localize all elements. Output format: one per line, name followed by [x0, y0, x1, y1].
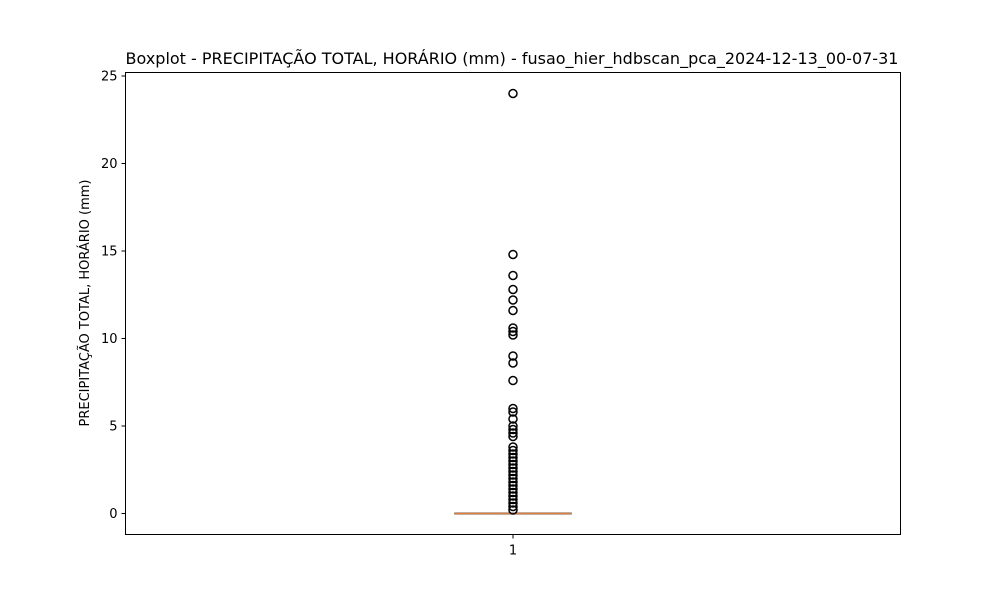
- y-tick-label: 20: [101, 157, 118, 172]
- outlier-point: [508, 470, 518, 480]
- outlier-point: [508, 452, 518, 463]
- outlier-point: [508, 295, 518, 305]
- outlier-point: [508, 424, 518, 435]
- plot-frame: [125, 72, 901, 535]
- outlier-point: [508, 358, 518, 368]
- x-tick-label: 1: [509, 544, 517, 559]
- outlier-point: [508, 351, 518, 361]
- outlier-point: [508, 491, 518, 501]
- x-axis-ticks: 1: [509, 534, 517, 559]
- outlier-point: [508, 456, 518, 466]
- outlier-point: [508, 414, 518, 424]
- y-tick-label: 5: [109, 420, 117, 435]
- outlier-point: [508, 445, 518, 456]
- outlier-point: [508, 494, 518, 505]
- outlier-point: [508, 323, 518, 333]
- y-axis-label: PRECIPITAÇÃO TOTAL, HORÁRIO (mm): [77, 180, 93, 427]
- outlier-point: [508, 403, 518, 414]
- outlier-point: [508, 284, 518, 295]
- outlier-point: [508, 501, 518, 512]
- outlier-point: [508, 505, 518, 515]
- outlier-point: [508, 466, 518, 477]
- outlier-point: [508, 480, 518, 491]
- outlier-point: [508, 270, 518, 281]
- outlier-point: [508, 305, 518, 316]
- outlier-point: [508, 473, 518, 484]
- outlier-point: [508, 449, 518, 459]
- outlier-point: [508, 477, 518, 487]
- y-tick-label: 15: [101, 245, 118, 260]
- outlier-point: [508, 463, 518, 473]
- chart-title: Boxplot - PRECIPITAÇÃO TOTAL, HORÁRIO (m…: [126, 49, 899, 69]
- outlier-point: [508, 249, 518, 260]
- outlier-point: [508, 330, 518, 340]
- outlier-point: [508, 326, 518, 337]
- outlier-point: [508, 487, 518, 498]
- outlier-point: [508, 421, 518, 431]
- outlier-point: [508, 431, 518, 442]
- y-tick-label: 0: [109, 507, 117, 522]
- outlier-point: [508, 459, 518, 470]
- y-tick-label: 10: [101, 332, 118, 347]
- outlier-point: [508, 407, 518, 417]
- outlier-point: [508, 375, 518, 386]
- outlier-point: [508, 428, 518, 438]
- outlier-point: [508, 88, 518, 99]
- outlier-point: [508, 498, 518, 508]
- outlier-points: [508, 88, 518, 515]
- outlier-point: [508, 484, 518, 494]
- y-tick-label: 25: [101, 70, 118, 85]
- y-axis-ticks: 0 5 10 15 20 25: [101, 70, 126, 522]
- outlier-point: [508, 442, 518, 452]
